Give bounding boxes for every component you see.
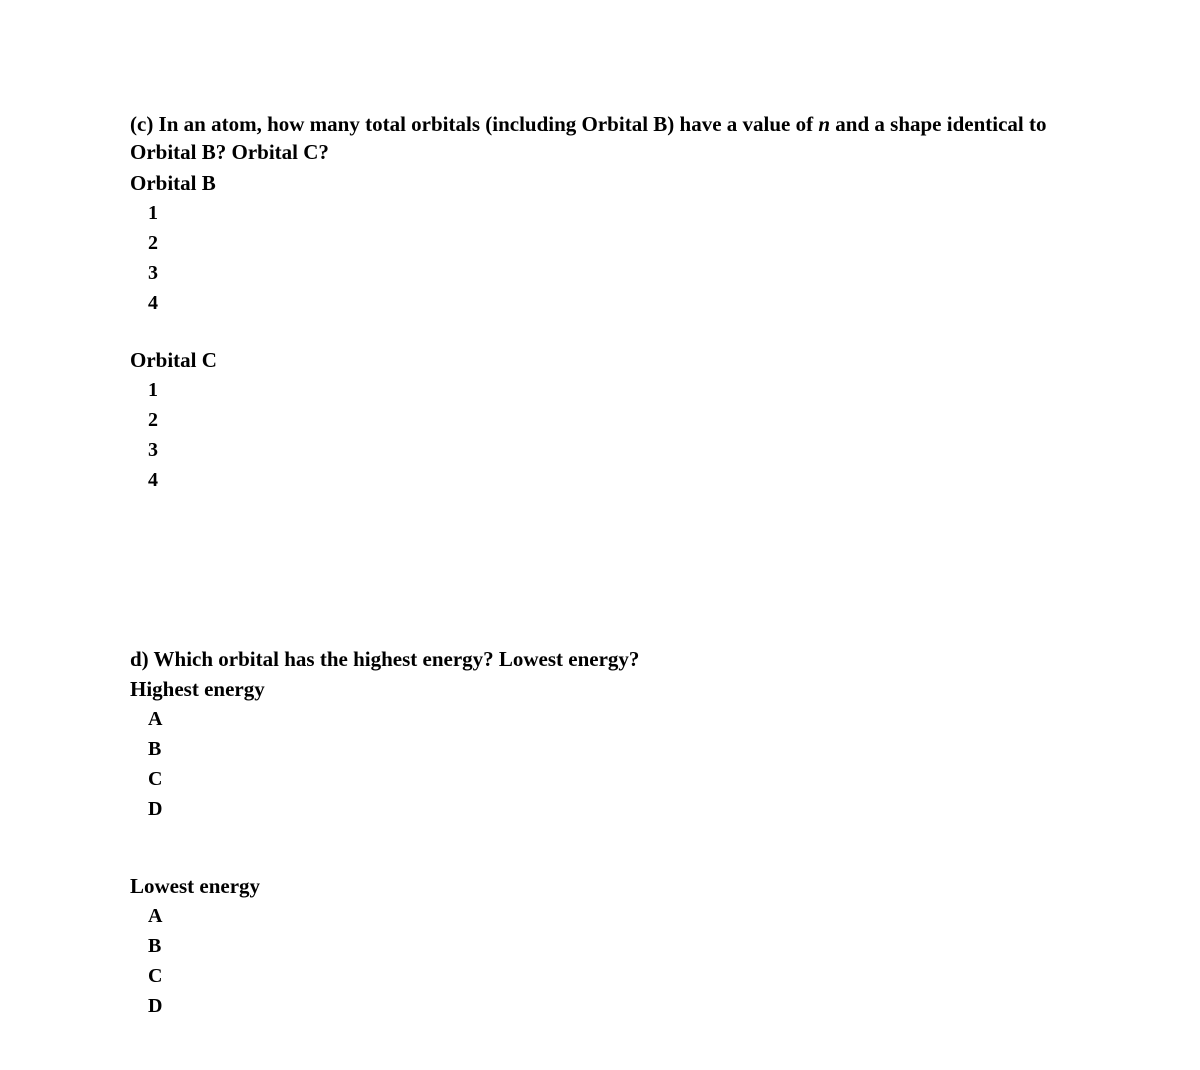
lowest-energy-options: A B C D [148, 901, 1070, 1021]
lowest-option-c[interactable]: C [148, 961, 1070, 991]
highest-option-d[interactable]: D [148, 794, 1070, 824]
orbital-b-option-1[interactable]: 1 [148, 198, 1070, 228]
lowest-option-d[interactable]: D [148, 991, 1070, 1021]
lowest-energy-label: Lowest energy [130, 874, 1070, 899]
question-c-prompt: (c) In an atom, how many total orbitals … [130, 110, 1070, 167]
highest-energy-label: Highest energy [130, 677, 1070, 702]
question-d-prompt: d) Which orbital has the highest energy?… [130, 645, 1070, 673]
orbital-b-option-4[interactable]: 4 [148, 288, 1070, 318]
document-page: (c) In an atom, how many total orbitals … [0, 0, 1200, 1070]
orbital-b-options: 1 2 3 4 [148, 198, 1070, 318]
orbital-c-option-1[interactable]: 1 [148, 375, 1070, 405]
highest-option-b[interactable]: B [148, 734, 1070, 764]
highest-option-a[interactable]: A [148, 704, 1070, 734]
orbital-c-option-2[interactable]: 2 [148, 405, 1070, 435]
orbital-b-label: Orbital B [130, 171, 1070, 196]
orbital-b-option-3[interactable]: 3 [148, 258, 1070, 288]
orbital-c-options: 1 2 3 4 [148, 375, 1070, 495]
highest-option-c[interactable]: C [148, 764, 1070, 794]
lowest-option-a[interactable]: A [148, 901, 1070, 931]
question-c-italic-var: n [818, 112, 830, 136]
orbital-c-option-3[interactable]: 3 [148, 435, 1070, 465]
orbital-c-label: Orbital C [130, 348, 1070, 373]
highest-energy-options: A B C D [148, 704, 1070, 824]
lowest-option-b[interactable]: B [148, 931, 1070, 961]
orbital-b-option-2[interactable]: 2 [148, 228, 1070, 258]
orbital-c-option-4[interactable]: 4 [148, 465, 1070, 495]
question-c-text-before: (c) In an atom, how many total orbitals … [130, 112, 818, 136]
